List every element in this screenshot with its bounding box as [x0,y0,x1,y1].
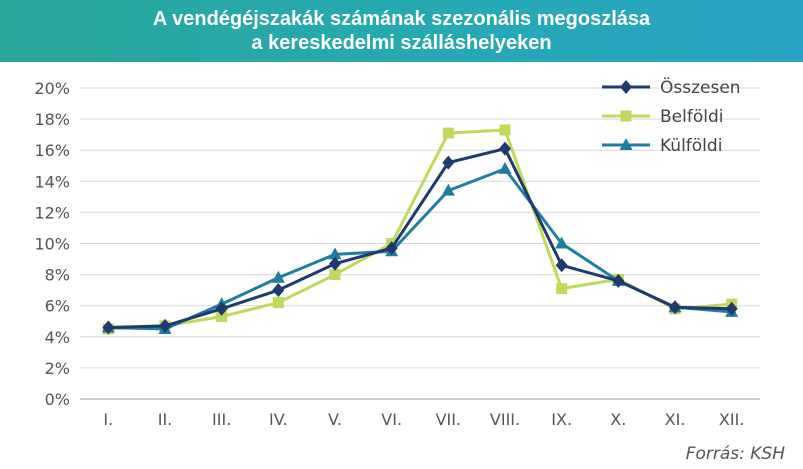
data-point-belfoldi [499,124,511,136]
x-tick-label: I. [103,410,113,429]
x-tick-label: II. [158,410,173,429]
legend-label-belfoldi: Belföldi [660,107,723,127]
data-point-osszesen [499,141,511,156]
data-point-osszesen [329,256,341,271]
y-tick-label: 18% [34,110,70,129]
line-chart: 0% 2% 4% 6% 8% 10% 12% 14% 16% 18% 20% I. II. III. IV.… [34,76,760,429]
x-tick-label: VII. [436,410,461,429]
y-tick-label: 10% [34,235,70,254]
legend-marker-kulfoldi [619,138,633,150]
y-tick-label: 0% [45,390,70,409]
x-tick-label: III. [212,410,231,429]
legend-marker-osszesen [620,80,632,94]
legend-marker-belfoldi [620,110,632,122]
x-tick-label: IX. [551,410,572,429]
y-tick-label: 14% [34,172,70,191]
y-tick-label: 2% [45,359,70,378]
legend-label-kulfoldi: Külföldi [660,136,722,156]
chart-title-line-2: a kereskedelmi szálláshelyeken [251,32,552,54]
data-point-kulfoldi [441,183,455,196]
x-tick-label: X. [610,410,626,429]
data-point-osszesen [555,258,568,273]
x-tick-label: V. [328,410,342,429]
y-tick-label: 12% [34,203,70,222]
x-tick-label: VIII. [490,410,520,429]
data-point-osszesen [385,241,398,256]
data-point-kulfoldi [498,161,512,174]
data-point-belfoldi [272,297,284,309]
y-tick-label: 8% [45,266,70,285]
chart-title-bar: A vendégéjszakák számának szezonális meg… [0,0,803,62]
data-point-osszesen [725,301,738,316]
data-point-belfoldi [329,269,341,281]
data-point-osszesen [272,283,285,298]
x-tick-label: VI. [381,410,402,429]
data-point-osszesen [612,273,625,288]
series-line-kulfoldi [108,167,732,331]
data-point-belfoldi [216,311,228,323]
source-note: Forrás: KSH [685,444,785,464]
series-line-belfoldi [108,128,732,331]
data-point-osszesen [669,300,681,315]
data-point-kulfoldi [271,270,285,283]
data-point-osszesen [215,301,228,316]
x-tick-label: IV. [269,410,288,429]
data-point-osszesen [442,155,455,170]
legend-label-osszesen: Összesen [660,76,741,98]
data-point-kulfoldi [555,236,569,249]
y-tick-label: 20% [34,79,70,98]
x-tick-label: XII. [719,410,744,429]
data-point-kulfoldi [328,247,342,260]
x-tick-label: XI. [665,410,686,429]
data-point-belfoldi [442,127,454,139]
y-tick-label: 4% [45,328,70,347]
data-point-osszesen [102,320,115,335]
series-line-osszesen [108,147,732,329]
chart-title-line-1: A vendégéjszakák számának szezonális meg… [152,8,651,30]
data-point-osszesen [159,318,171,333]
data-point-belfoldi [556,283,568,295]
y-tick-label: 6% [45,297,70,316]
y-tick-label: 16% [34,141,70,160]
